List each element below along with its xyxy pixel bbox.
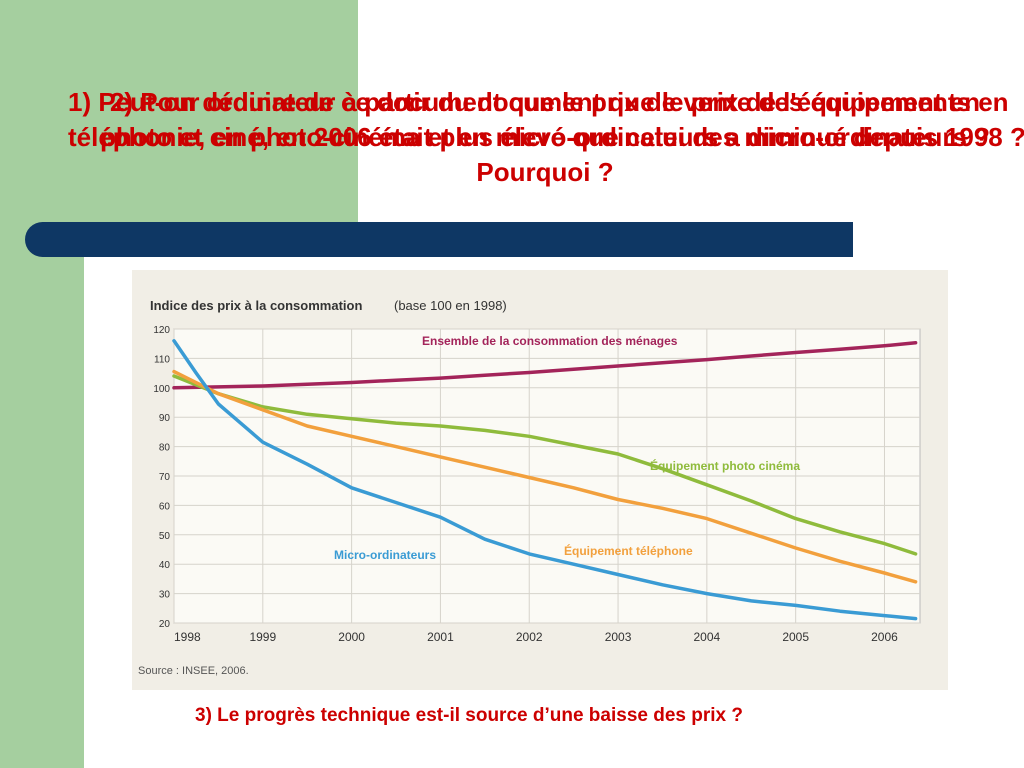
y-tick-label: 50 bbox=[159, 531, 171, 542]
series-line bbox=[172, 341, 918, 390]
series-line bbox=[172, 374, 918, 556]
y-tick-label: 80 bbox=[159, 443, 171, 454]
y-tick-label: 100 bbox=[153, 384, 170, 395]
x-axis-ticks: 1998 1999 2000 2001 2002 2003 2004 2005 2006 bbox=[174, 630, 898, 644]
y-tick-label: 90 bbox=[159, 413, 171, 424]
x-tick-label: 2002 bbox=[516, 630, 543, 644]
chart-lines bbox=[172, 339, 918, 621]
title-divider-bar bbox=[25, 222, 853, 257]
chart-source: Source : INSEE, 2006. bbox=[138, 665, 249, 677]
series-label: Micro-ordinateurs bbox=[334, 548, 436, 562]
series-label: Équipement photo cinéma bbox=[650, 458, 800, 473]
chart-grid bbox=[173, 328, 921, 624]
series-label: Équipement téléphone bbox=[564, 543, 693, 558]
series-line bbox=[172, 339, 918, 621]
corner-accent bbox=[84, 0, 358, 228]
y-tick-label: 70 bbox=[159, 472, 171, 483]
y-tick-label: 20 bbox=[159, 619, 171, 630]
question-3-text: 3) Le progrès technique est-il source d’… bbox=[195, 705, 743, 726]
price-index-chart: Indice des prix à la consommation (base … bbox=[138, 298, 921, 677]
y-tick-label: 110 bbox=[154, 354, 170, 365]
x-tick-label: 2005 bbox=[782, 630, 809, 644]
x-tick-label: 1999 bbox=[249, 630, 276, 644]
x-tick-label: 2006 bbox=[871, 630, 898, 644]
y-tick-label: 40 bbox=[159, 560, 171, 571]
x-tick-label: 2004 bbox=[694, 630, 721, 644]
x-tick-label: 2001 bbox=[427, 630, 454, 644]
series-labels: Ensemble de la consommation des ménages É… bbox=[334, 334, 800, 562]
y-tick-label: 60 bbox=[159, 501, 171, 512]
series-label: Ensemble de la consommation des ménages bbox=[422, 334, 678, 348]
question-2-text: 2) Pour ordinateur à partir du document … bbox=[99, 87, 991, 187]
chart-scan: Indice des prix à la consommation (base … bbox=[132, 270, 948, 690]
x-tick-label: 2003 bbox=[605, 630, 632, 644]
x-tick-label: 1998 bbox=[174, 630, 201, 644]
y-axis-ticks: 20 30 40 50 60 70 80 90 100 110 120 bbox=[153, 325, 170, 630]
y-tick-label: 120 bbox=[153, 325, 170, 336]
chart-title: Indice des prix à la consommation bbox=[150, 298, 362, 313]
series-line bbox=[172, 369, 918, 584]
question-1-text: 1) Peut-on déduire de ce document que le… bbox=[68, 87, 1024, 152]
y-tick-label: 30 bbox=[159, 590, 171, 601]
x-tick-label: 2000 bbox=[338, 630, 365, 644]
chart-subtitle: (base 100 en 1998) bbox=[394, 298, 507, 313]
sidebar-accent bbox=[0, 0, 84, 768]
